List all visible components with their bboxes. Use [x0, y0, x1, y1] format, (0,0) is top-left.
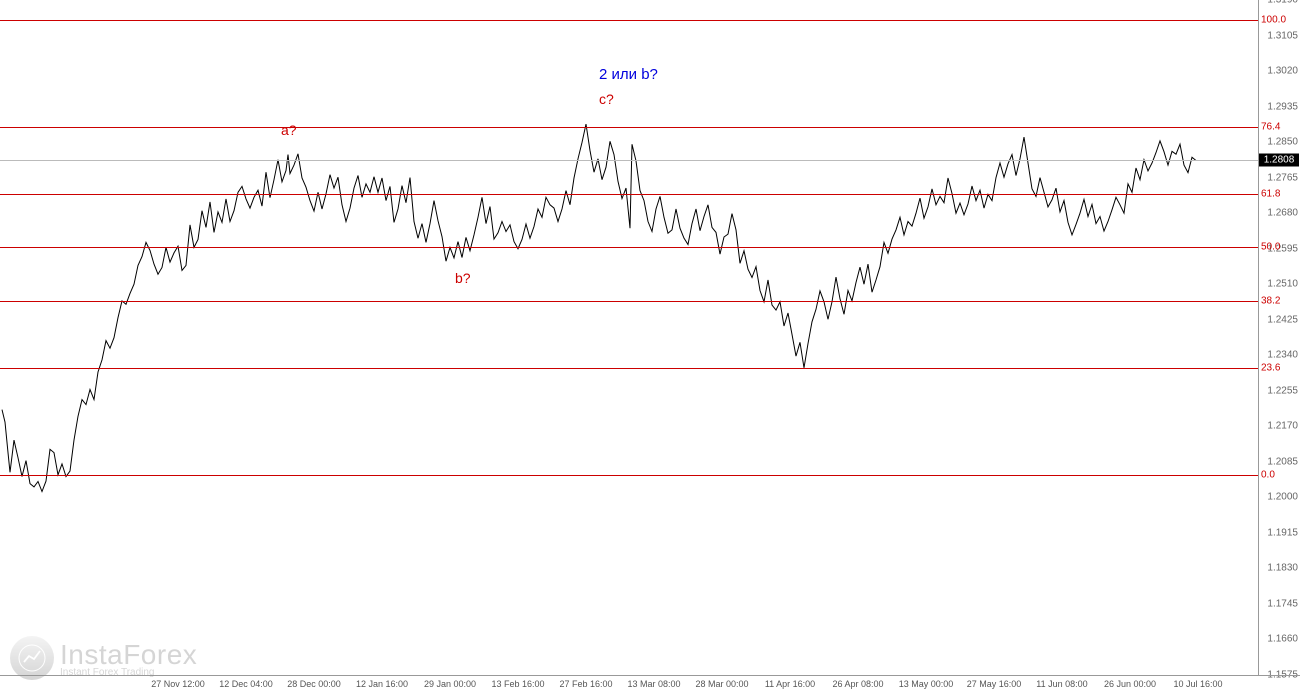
logo-icon: [10, 636, 54, 680]
x-axis-label: 13 Feb 16:00: [491, 679, 544, 689]
watermark-brand: InstaForex: [60, 639, 197, 670]
wave-annotation: a?: [281, 122, 297, 138]
wave-annotation: b?: [455, 270, 471, 286]
fib-level-label: 38.2: [1261, 296, 1280, 307]
y-axis-label: 1.2340: [1267, 350, 1298, 361]
x-axis-label: 10 Jul 16:00: [1173, 679, 1222, 689]
x-axis-label: 13 May 00:00: [899, 679, 954, 689]
fib-level-label: 61.8: [1261, 188, 1280, 199]
x-axis-label: 12 Jan 16:00: [356, 679, 408, 689]
fib-line: [0, 247, 1258, 248]
x-axis-label: 27 Feb 16:00: [559, 679, 612, 689]
x-axis-label: 28 Dec 00:00: [287, 679, 341, 689]
fib-level-label: 76.4: [1261, 122, 1280, 133]
x-axis-label: 11 Jun 08:00: [1036, 679, 1087, 689]
x-axis-label: 26 Jun 00:00: [1104, 679, 1156, 689]
x-axis-label: 28 Mar 00:00: [695, 679, 748, 689]
fib-level-label: 23.6: [1261, 362, 1280, 373]
x-axis-label: 27 May 16:00: [967, 679, 1022, 689]
y-axis-label: 1.2170: [1267, 421, 1298, 432]
x-axis-label: 26 Apr 08:00: [832, 679, 883, 689]
y-axis-label: 1.2765: [1267, 172, 1298, 183]
fib-line: [0, 368, 1258, 369]
x-axis-label: 11 Apr 16:00: [765, 679, 815, 689]
y-axis: 1.3190 1.3105 1.3020 1.2935 1.2850 1.2765 1.26…: [1258, 0, 1300, 675]
y-axis-label: 1.2085: [1267, 456, 1298, 467]
fib-line: [0, 194, 1258, 195]
chart-area[interactable]: a? b? 2 или b? c?: [0, 0, 1258, 675]
y-axis-label: 1.1745: [1267, 598, 1298, 609]
fib-line: [0, 20, 1258, 21]
fib-level-label: 100.0: [1261, 15, 1286, 26]
y-axis-label: 1.3190: [1267, 0, 1298, 6]
y-axis-label: 1.1915: [1267, 527, 1298, 538]
x-axis-label: 12 Dec 04:00: [219, 679, 273, 689]
y-axis-label: 1.2680: [1267, 208, 1298, 219]
x-axis-label: 27 Nov 12:00: [151, 679, 205, 689]
wave-annotation: c?: [599, 91, 614, 107]
y-axis-label: 1.1660: [1267, 634, 1298, 645]
fib-line: [0, 301, 1258, 302]
fib-level-label: 0.0: [1261, 470, 1275, 481]
current-price-badge: 1.2808: [1259, 153, 1299, 166]
watermark: InstaForex Instant Forex Trading: [10, 636, 197, 680]
y-axis-label: 1.2000: [1267, 492, 1298, 503]
price-line: [2, 124, 1196, 491]
fib-line: [0, 475, 1258, 476]
current-price-line: [0, 160, 1258, 161]
x-axis-label: 13 Mar 08:00: [627, 679, 680, 689]
fib-line: [0, 127, 1258, 128]
y-axis-label: 1.2850: [1267, 137, 1298, 148]
y-axis-label: 1.2425: [1267, 314, 1298, 325]
y-axis-label: 1.3020: [1267, 66, 1298, 77]
price-line-svg: [0, 0, 1258, 675]
y-axis-label: 1.2255: [1267, 385, 1298, 396]
y-axis-label: 1.2935: [1267, 101, 1298, 112]
y-axis-label: 1.2510: [1267, 279, 1298, 290]
x-axis-label: 29 Jan 00:00: [424, 679, 476, 689]
y-axis-label: 1.1830: [1267, 563, 1298, 574]
y-axis-label: 1.3105: [1267, 30, 1298, 41]
fib-level-label: 50.0: [1261, 242, 1280, 253]
wave-annotation: 2 или b?: [599, 66, 658, 83]
